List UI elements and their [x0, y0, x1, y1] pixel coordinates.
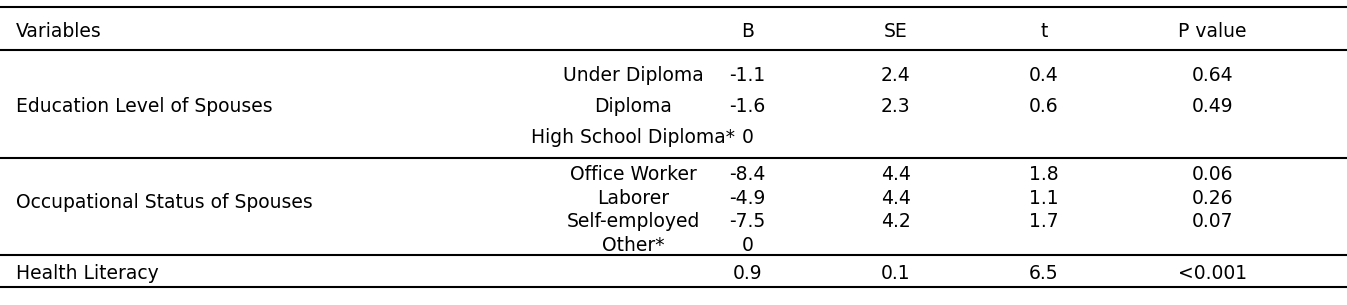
Text: Under Diploma: Under Diploma — [563, 66, 703, 84]
Text: Other*: Other* — [602, 236, 664, 255]
Text: 4.4: 4.4 — [881, 165, 911, 184]
Text: 0.64: 0.64 — [1192, 66, 1233, 84]
Text: 0.06: 0.06 — [1192, 165, 1233, 184]
Text: Diploma: Diploma — [594, 97, 672, 116]
Text: 0.6: 0.6 — [1029, 97, 1059, 116]
Text: Occupational Status of Spouses: Occupational Status of Spouses — [16, 193, 313, 213]
Text: 0: 0 — [742, 236, 753, 255]
Text: -7.5: -7.5 — [730, 212, 765, 231]
Text: 1.8: 1.8 — [1029, 165, 1059, 184]
Text: P value: P value — [1179, 22, 1246, 41]
Text: -4.9: -4.9 — [729, 189, 766, 208]
Text: 0.26: 0.26 — [1192, 189, 1233, 208]
Text: 0.49: 0.49 — [1192, 97, 1233, 116]
Text: Variables: Variables — [16, 22, 102, 41]
Text: -8.4: -8.4 — [729, 165, 766, 184]
Text: -1.1: -1.1 — [730, 66, 765, 84]
Text: 0.1: 0.1 — [881, 264, 911, 283]
Text: 4.2: 4.2 — [881, 212, 911, 231]
Text: 0.9: 0.9 — [733, 264, 762, 283]
Text: High School Diploma*: High School Diploma* — [531, 128, 735, 147]
Text: SE: SE — [884, 22, 908, 41]
Text: 0: 0 — [742, 128, 753, 147]
Text: B: B — [741, 22, 754, 41]
Text: 1.7: 1.7 — [1029, 212, 1059, 231]
Text: Education Level of Spouses: Education Level of Spouses — [16, 97, 273, 116]
Text: 2.3: 2.3 — [881, 97, 911, 116]
Text: -1.6: -1.6 — [730, 97, 765, 116]
Text: Office Worker: Office Worker — [570, 165, 696, 184]
Text: 2.4: 2.4 — [881, 66, 911, 84]
Text: 1.1: 1.1 — [1029, 189, 1059, 208]
Text: 4.4: 4.4 — [881, 189, 911, 208]
Text: Self-employed: Self-employed — [566, 212, 700, 231]
Text: 6.5: 6.5 — [1029, 264, 1059, 283]
Text: 0.4: 0.4 — [1029, 66, 1059, 84]
Text: 0.07: 0.07 — [1192, 212, 1233, 231]
Text: Laborer: Laborer — [597, 189, 669, 208]
Text: Health Literacy: Health Literacy — [16, 264, 159, 283]
Text: t: t — [1040, 22, 1048, 41]
Text: <0.001: <0.001 — [1177, 264, 1247, 283]
